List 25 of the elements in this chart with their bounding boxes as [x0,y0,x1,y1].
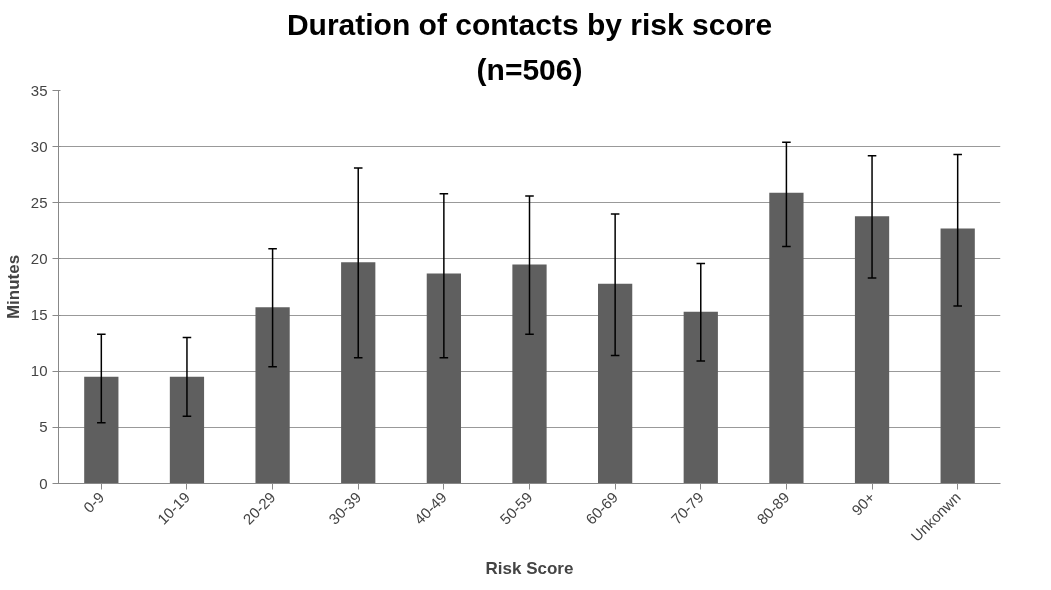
y-axis-title: Minutes [3,254,23,320]
bar [341,262,376,484]
y-tick-label: 20 [30,249,48,267]
bar [426,273,461,484]
y-tick-label: 25 [30,193,48,211]
bar [769,192,804,484]
y-tick-label: 15 [30,306,48,324]
chart-subtitle: (n=506) [476,52,583,86]
y-tick-label: 30 [30,137,48,155]
bar [598,283,633,484]
y-tick-label: 0 [39,474,48,492]
x-tick-label: 0-9 [79,488,108,516]
bar [683,311,718,484]
bar [84,376,119,484]
bar [940,228,975,484]
y-tick-label: 35 [30,81,48,99]
x-tick-label: 90+ [848,488,879,519]
y-tick-label: 10 [30,362,48,380]
chart-title: Duration of contacts by risk score [286,7,773,41]
bar [169,376,205,484]
bar [854,216,890,484]
x-axis-title: Risk Score [485,558,574,578]
y-tick-label: 5 [39,418,48,436]
bar [512,264,547,484]
bar [255,307,290,484]
